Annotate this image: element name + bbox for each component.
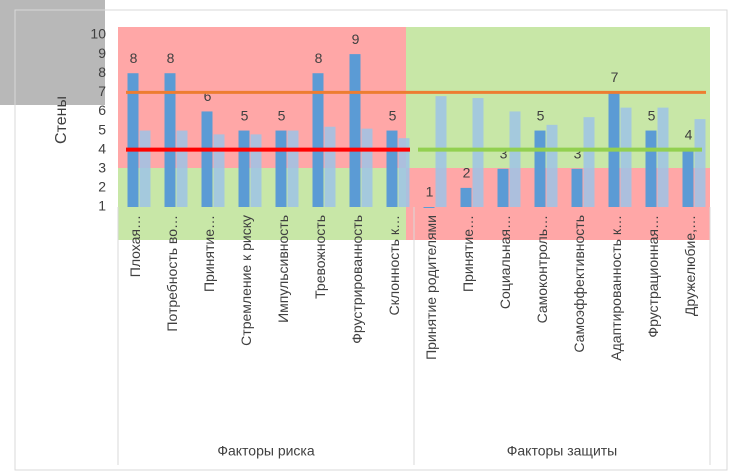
bar <box>497 168 509 207</box>
data-label: 5 <box>241 107 249 123</box>
x-tick-label: Плохая… <box>127 215 143 277</box>
bar-secondary <box>546 124 558 207</box>
group-label: Факторы риска <box>217 443 315 459</box>
bar <box>349 54 361 207</box>
bar-secondary <box>472 98 484 207</box>
bar-secondary <box>139 130 151 207</box>
x-tick-label: Самоконтроль… <box>534 215 550 323</box>
data-label: 3 <box>574 145 582 161</box>
bar <box>423 207 435 208</box>
x-tick-label: Самоэффективность <box>571 215 587 353</box>
bar <box>312 73 324 207</box>
bar-secondary <box>398 138 410 207</box>
x-tick-label: Склонность к… <box>386 215 402 315</box>
bar <box>386 130 398 207</box>
bar-secondary <box>176 130 188 207</box>
bar-secondary <box>324 126 336 207</box>
y-tick-label: 6 <box>98 102 106 118</box>
y-axis-title: Стены <box>53 96 70 144</box>
data-label: 5 <box>389 107 397 123</box>
bar <box>238 130 250 207</box>
data-label: 1 <box>426 184 434 200</box>
y-tick-label: 2 <box>98 179 106 195</box>
bar-secondary <box>250 134 262 207</box>
chart-frame <box>14 9 728 471</box>
bar <box>460 187 472 207</box>
x-tick-label: Фрустрационная… <box>645 215 661 338</box>
data-label: 5 <box>537 107 545 123</box>
bar-secondary <box>583 117 595 207</box>
data-label: 2 <box>463 165 471 181</box>
x-tick-label: Социальная… <box>497 215 513 309</box>
bar-secondary <box>620 107 632 207</box>
data-label: 5 <box>648 107 656 123</box>
x-tick-label: Фрустрированность <box>349 215 365 344</box>
x-tick-label: Принятие родителями <box>423 215 439 360</box>
bar <box>127 73 139 207</box>
y-tick-label: 5 <box>98 121 106 137</box>
bar-secondary <box>694 119 706 207</box>
bar <box>201 111 213 207</box>
data-label: 8 <box>167 50 175 66</box>
y-tick-label: 8 <box>98 64 106 80</box>
bar-secondary <box>213 134 225 207</box>
y-tick-label: 3 <box>98 159 106 175</box>
y-tick-label: 4 <box>98 140 106 156</box>
bar <box>682 149 694 207</box>
bar-secondary <box>287 130 299 207</box>
y-tick-label: 7 <box>98 83 106 99</box>
data-label: 6 <box>204 88 212 104</box>
y-tick-label: 9 <box>98 45 106 61</box>
x-tick-label: Принятие… <box>460 215 476 292</box>
bar <box>571 168 583 207</box>
y-tick-label: 10 <box>90 26 106 42</box>
x-tick-label: Стремление к риску <box>238 215 254 346</box>
data-label: 5 <box>278 107 286 123</box>
bar <box>164 73 176 207</box>
bar <box>645 130 657 207</box>
bar-secondary <box>509 111 521 207</box>
photo <box>0 0 105 105</box>
data-label: 9 <box>352 31 360 47</box>
bar-secondary <box>361 128 373 207</box>
x-tick-label: Адаптированность к… <box>608 215 624 361</box>
x-tick-label: Импульсивность <box>275 215 291 323</box>
data-label: 4 <box>685 126 693 142</box>
x-tick-label: Принятие… <box>201 215 217 292</box>
x-tick-label: Тревожность <box>312 215 328 299</box>
data-label: 7 <box>611 69 619 85</box>
data-label: 8 <box>315 50 323 66</box>
bar <box>534 130 546 207</box>
x-tick-label: Потребность во… <box>164 215 180 332</box>
data-label: 3 <box>500 145 508 161</box>
group-label: Факторы защиты <box>507 443 618 459</box>
bar <box>275 130 287 207</box>
x-tick-label: Дружелюбие,… <box>682 215 698 316</box>
data-label: 8 <box>130 50 138 66</box>
bar-secondary <box>657 107 669 207</box>
y-tick-label: 1 <box>98 198 106 214</box>
